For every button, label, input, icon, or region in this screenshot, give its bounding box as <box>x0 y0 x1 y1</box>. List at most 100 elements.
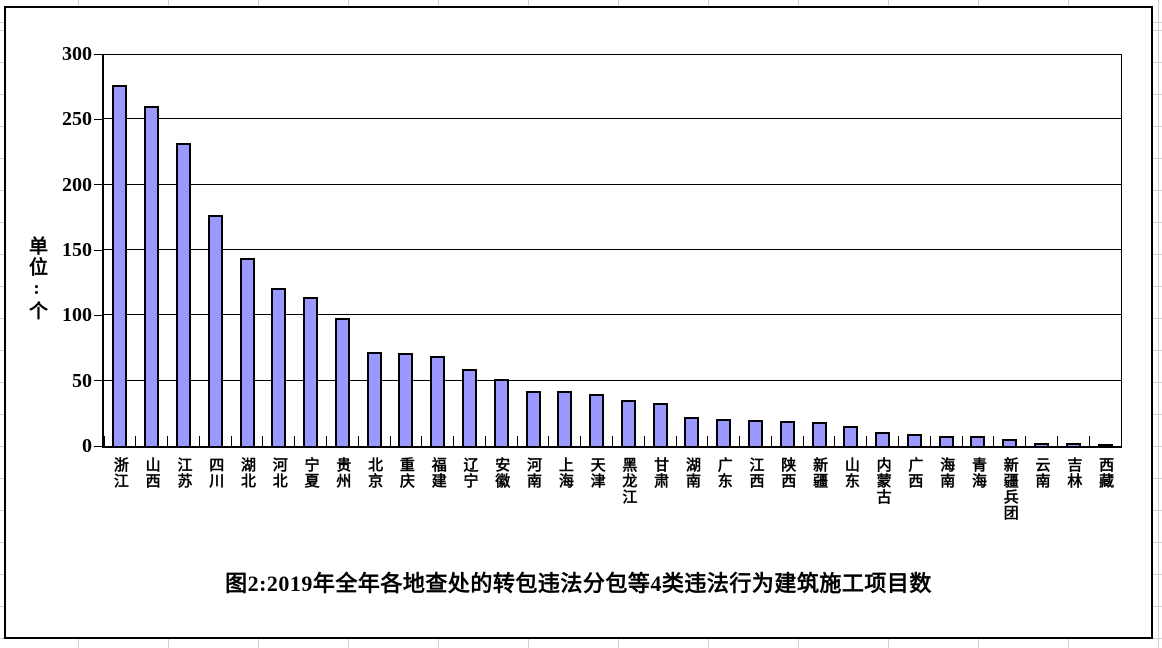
x-axis-tick <box>770 436 772 446</box>
bar-山东[interactable] <box>843 426 859 446</box>
gridline <box>104 118 1121 120</box>
x-axis-tick <box>1088 436 1090 446</box>
bar-西藏[interactable] <box>1097 444 1113 446</box>
x-axis-tick <box>230 436 232 446</box>
category-label: 广西 <box>906 457 923 489</box>
x-axis-tick <box>484 436 486 446</box>
bar-福建[interactable] <box>430 355 446 446</box>
x-axis-tick <box>612 436 613 446</box>
x-axis-tick <box>707 436 709 446</box>
x-axis-tick <box>1025 436 1027 446</box>
category-label: 甘肃 <box>652 457 669 489</box>
category-label: 福建 <box>429 457 446 489</box>
x-axis-tick <box>866 436 868 446</box>
x-axis-tick <box>167 436 169 446</box>
bar-湖北[interactable] <box>239 257 255 446</box>
bar-安徽[interactable] <box>493 379 509 446</box>
category-label: 江苏 <box>175 457 192 489</box>
x-axis-tick <box>325 436 327 446</box>
y-axis-tick <box>94 314 103 316</box>
gridline <box>104 379 1121 381</box>
x-axis-tick <box>357 436 359 446</box>
bar-河北[interactable] <box>271 287 287 446</box>
y-axis-tick <box>94 249 103 251</box>
category-label: 新疆 <box>811 457 828 489</box>
gridline <box>104 249 1121 250</box>
category-label: 吉林 <box>1065 457 1082 489</box>
category-label: 湖南 <box>683 457 700 489</box>
x-axis-tick <box>198 436 200 446</box>
x-axis-tick <box>548 436 550 446</box>
x-axis-tick <box>802 436 804 446</box>
category-label: 安徽 <box>493 457 510 489</box>
category-label: 西藏 <box>1097 457 1114 489</box>
bar-海南[interactable] <box>938 435 954 446</box>
category-label: 天津 <box>588 457 605 489</box>
y-axis-tick <box>94 118 103 120</box>
bar-浙江[interactable] <box>112 85 128 446</box>
bar-上海[interactable] <box>557 391 573 446</box>
chart-title: 图2:2019年全年各地查处的转包违法分包等4类违法行为建筑施工项目数 <box>225 571 932 596</box>
x-axis-tick <box>675 436 677 446</box>
y-axis-tick <box>94 445 103 447</box>
bar-云南[interactable] <box>1034 443 1050 446</box>
x-axis-tick <box>389 436 391 446</box>
x-axis-tick <box>135 436 137 446</box>
category-label: 海南 <box>938 457 955 489</box>
category-label: 陕西 <box>779 457 796 489</box>
category-label: 青海 <box>969 457 986 489</box>
bar-内蒙古[interactable] <box>875 431 891 446</box>
x-axis-tick <box>421 436 423 446</box>
gridline <box>104 314 1121 316</box>
y-tick-label: 100 <box>62 304 92 327</box>
category-label: 上海 <box>556 457 573 489</box>
x-axis-tick <box>643 436 645 446</box>
bar-广西[interactable] <box>906 434 922 446</box>
y-axis-tick <box>94 380 103 382</box>
bar-湖南[interactable] <box>684 417 700 446</box>
x-axis-tick <box>580 436 582 446</box>
bar-新疆[interactable] <box>811 422 827 446</box>
y-axis-tick <box>94 53 103 55</box>
bar-贵州[interactable] <box>334 317 350 446</box>
x-axis-tick <box>516 436 518 446</box>
category-label: 江西 <box>747 457 764 489</box>
y-tick-label: 300 <box>62 43 92 65</box>
chart-object[interactable]: 单位:个 图2:2019年全年各地查处的转包违法分包等4类违法行为建筑施工项目数… <box>4 6 1153 639</box>
x-axis-tick <box>898 436 900 446</box>
bar-广东[interactable] <box>716 418 732 446</box>
bar-新疆兵团[interactable] <box>1002 439 1018 446</box>
x-axis-tick <box>453 436 455 446</box>
x-axis-tick <box>1056 436 1058 446</box>
bar-江西[interactable] <box>748 419 764 446</box>
bar-北京[interactable] <box>366 351 382 446</box>
bar-天津[interactable] <box>589 393 605 446</box>
category-label: 内蒙古 <box>874 457 891 505</box>
bar-山西[interactable] <box>144 106 160 446</box>
y-tick-label: 250 <box>62 108 92 131</box>
bar-江苏[interactable] <box>175 142 191 446</box>
category-label: 新疆兵团 <box>1001 457 1018 521</box>
bar-重庆[interactable] <box>398 353 414 446</box>
y-tick-label: 200 <box>62 173 92 196</box>
bar-四川[interactable] <box>207 214 223 446</box>
bar-青海[interactable] <box>970 435 986 446</box>
bar-陕西[interactable] <box>779 421 795 446</box>
bar-河南[interactable] <box>525 391 541 446</box>
bar-吉林[interactable] <box>1065 443 1081 446</box>
category-label: 广东 <box>715 457 732 489</box>
x-axis-tick <box>262 436 264 446</box>
bar-甘肃[interactable] <box>652 402 668 446</box>
x-axis-tick <box>294 436 296 446</box>
gridline <box>104 183 1121 185</box>
x-axis-line <box>102 446 1122 448</box>
plot-border-right <box>1121 54 1122 446</box>
category-label: 黑龙江 <box>620 457 637 505</box>
bar-黑龙江[interactable] <box>620 400 636 446</box>
category-label: 山东 <box>842 457 859 489</box>
plot-area <box>102 54 1122 448</box>
bar-宁夏[interactable] <box>303 297 319 446</box>
category-label: 湖北 <box>239 457 256 489</box>
category-label: 宁夏 <box>302 457 319 489</box>
bar-辽宁[interactable] <box>461 368 477 446</box>
